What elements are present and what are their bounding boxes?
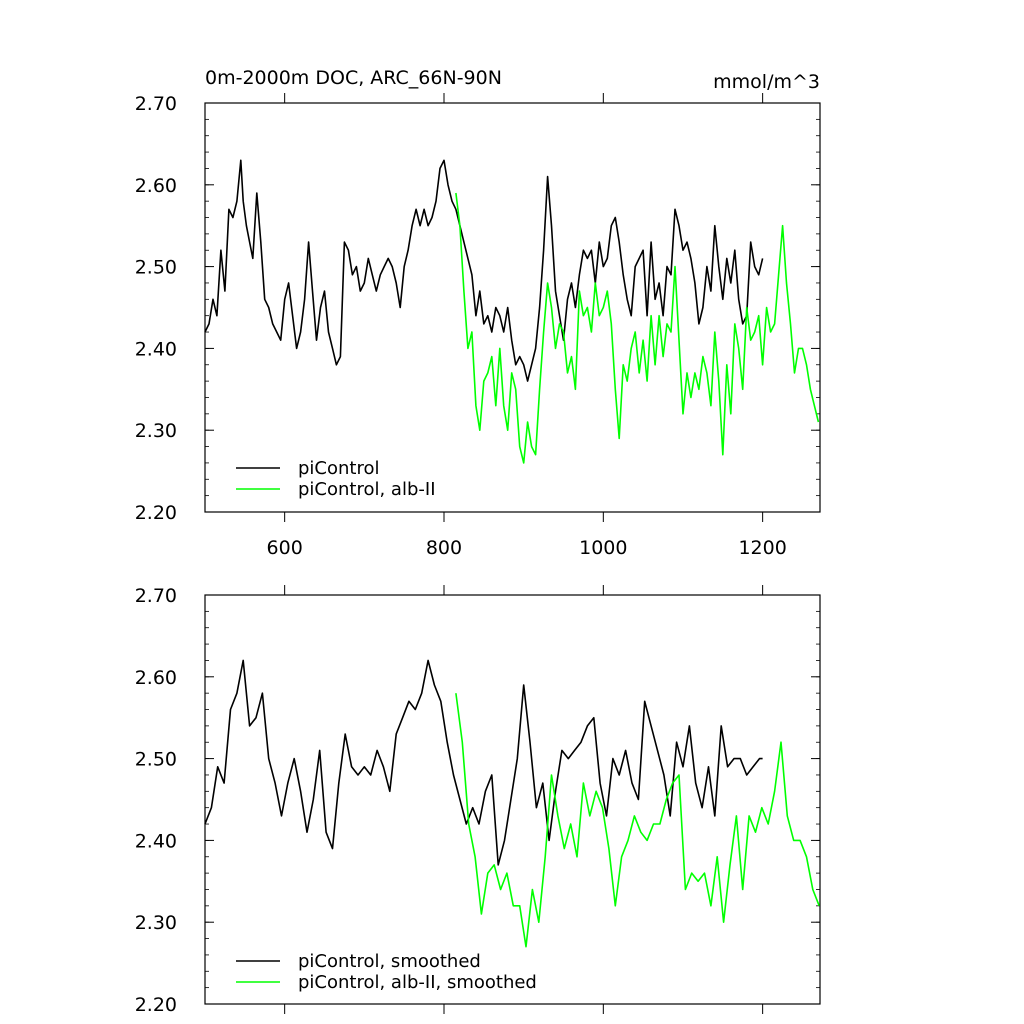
y-tick-label: 2.70 xyxy=(135,93,177,115)
legend-label: piControl, smoothed xyxy=(298,951,481,972)
y-tick-label: 2.60 xyxy=(135,667,177,689)
figure-title-right: mmol/m^3 xyxy=(713,71,820,93)
y-tick-label: 2.30 xyxy=(135,912,177,934)
series-line-green xyxy=(455,192,820,464)
plot-frame xyxy=(204,102,821,513)
y-tick-label: 2.40 xyxy=(135,830,177,852)
x-tick-label: 800 xyxy=(426,537,462,559)
y-tick-label: 2.20 xyxy=(135,502,177,524)
legend-label: piControl xyxy=(298,458,380,479)
y-tick-label: 2.70 xyxy=(135,585,177,607)
x-tick-label: 600 xyxy=(267,537,303,559)
y-tick-label: 2.20 xyxy=(135,994,177,1016)
legend-label: piControl, alb-II, smoothed xyxy=(298,972,537,993)
y-tick-label: 2.40 xyxy=(135,338,177,360)
series-line-black xyxy=(204,159,764,382)
panel-bottom: 2.20 2.30 2.40 2.50 2.60 2.70 piControl, smoot… xyxy=(135,585,821,1016)
plot-frame xyxy=(204,594,821,1005)
x-tick-label: 1200 xyxy=(738,537,786,559)
y-tick-label: 2.50 xyxy=(135,749,177,771)
series-line-green xyxy=(455,693,820,948)
legend-label: piControl, alb-II xyxy=(298,479,436,500)
y-tick-label: 2.60 xyxy=(135,175,177,197)
y-tick-label: 2.50 xyxy=(135,257,177,279)
y-tick-label: 2.30 xyxy=(135,420,177,442)
panel-top: 2.20 2.30 2.40 2.50 2.60 2.70 600 800 1000 1200 pi… xyxy=(135,93,821,559)
series-line-black xyxy=(204,659,763,866)
figure-title-left: 0m-2000m DOC, ARC_66N-90N xyxy=(205,67,502,89)
x-tick-label: 1000 xyxy=(579,537,627,559)
